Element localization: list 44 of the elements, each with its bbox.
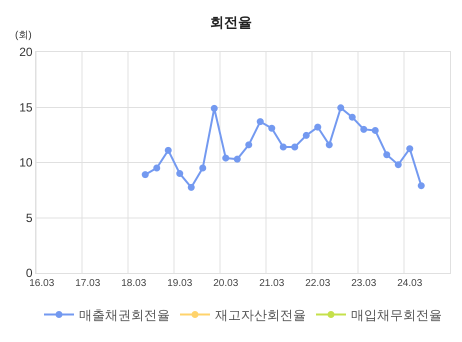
point xyxy=(394,161,402,168)
point xyxy=(372,126,379,134)
point xyxy=(291,144,298,151)
y-tick-label: 5 xyxy=(26,210,33,225)
legend-label: 재고자산회전율 xyxy=(215,308,306,323)
legend-label: 매출채권회전율 xyxy=(79,308,170,323)
x-tick-label: 23.03 xyxy=(351,278,377,289)
point xyxy=(383,151,390,158)
point xyxy=(245,141,252,148)
point xyxy=(256,118,264,126)
x-tick-label: 18.03 xyxy=(121,278,147,289)
legend-label: 매입채무회전율 xyxy=(351,308,442,323)
point xyxy=(326,141,333,148)
point xyxy=(188,184,195,191)
point xyxy=(314,124,322,131)
y-tick-label: 0 xyxy=(26,266,33,280)
point xyxy=(142,171,149,178)
point xyxy=(406,145,414,152)
point xyxy=(337,104,344,112)
point xyxy=(360,126,368,133)
x-tick-label: 17.03 xyxy=(75,278,101,289)
point xyxy=(210,104,218,112)
chart-title: 회전율 xyxy=(210,14,252,30)
point xyxy=(199,164,206,172)
point xyxy=(234,156,241,163)
y-tick-label: 20 xyxy=(19,45,33,60)
x-tick-label: 22.03 xyxy=(305,278,331,289)
x-tick-label: 16.03 xyxy=(29,278,55,289)
y-tick-label: 15 xyxy=(19,100,33,114)
point xyxy=(153,164,160,172)
x-tick-label: 21.03 xyxy=(259,278,285,289)
point xyxy=(348,114,356,121)
point xyxy=(164,146,172,154)
point xyxy=(302,132,310,139)
point xyxy=(176,170,184,178)
point xyxy=(268,124,276,132)
point xyxy=(418,182,425,190)
point xyxy=(222,154,230,162)
x-tick-label: 24.03 xyxy=(397,278,423,289)
x-tick-label: 20.03 xyxy=(213,278,239,289)
x-tick-label: 19.03 xyxy=(167,278,193,289)
point xyxy=(280,144,287,151)
y-tick-label: 10 xyxy=(19,156,33,170)
y-axis-title: (회) xyxy=(15,30,32,41)
